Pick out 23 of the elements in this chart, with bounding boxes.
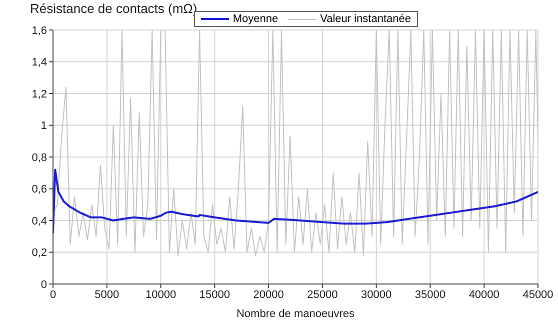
x-tick-label: 35000 (414, 288, 446, 301)
x-tick-label: 30000 (361, 288, 392, 301)
legend-label: Moyenne (232, 13, 278, 25)
x-tick-label: 10000 (145, 288, 176, 301)
y-tick-label: 1,4 (32, 56, 47, 69)
legend-label: Valeur instantanée (320, 13, 411, 25)
line-series (53, 168, 538, 234)
x-tick-label: 40000 (468, 288, 500, 301)
y-tick-label: 1,6 (32, 24, 47, 37)
x-tick-label: 45000 (522, 288, 554, 301)
x-tick-label: 15000 (199, 288, 230, 301)
y-tick-label: 0,8 (32, 152, 47, 164)
y-tick-label: 1 (40, 120, 47, 132)
x-tick-label: 0 (50, 288, 56, 301)
y-tick-label: 0 (40, 278, 47, 291)
y-tick-label: 1,2 (32, 88, 47, 100)
y-tick-label: 0,2 (32, 247, 47, 260)
x-tick-label: 20000 (253, 288, 284, 301)
x-tick-label: 25000 (307, 288, 338, 301)
y-tick-label: 0,6 (32, 184, 47, 196)
y-tick-label: 0,4 (32, 215, 47, 228)
x-tick-label: 5000 (94, 288, 120, 301)
x-axis-title: Nombre de manoeuvres (236, 308, 355, 320)
